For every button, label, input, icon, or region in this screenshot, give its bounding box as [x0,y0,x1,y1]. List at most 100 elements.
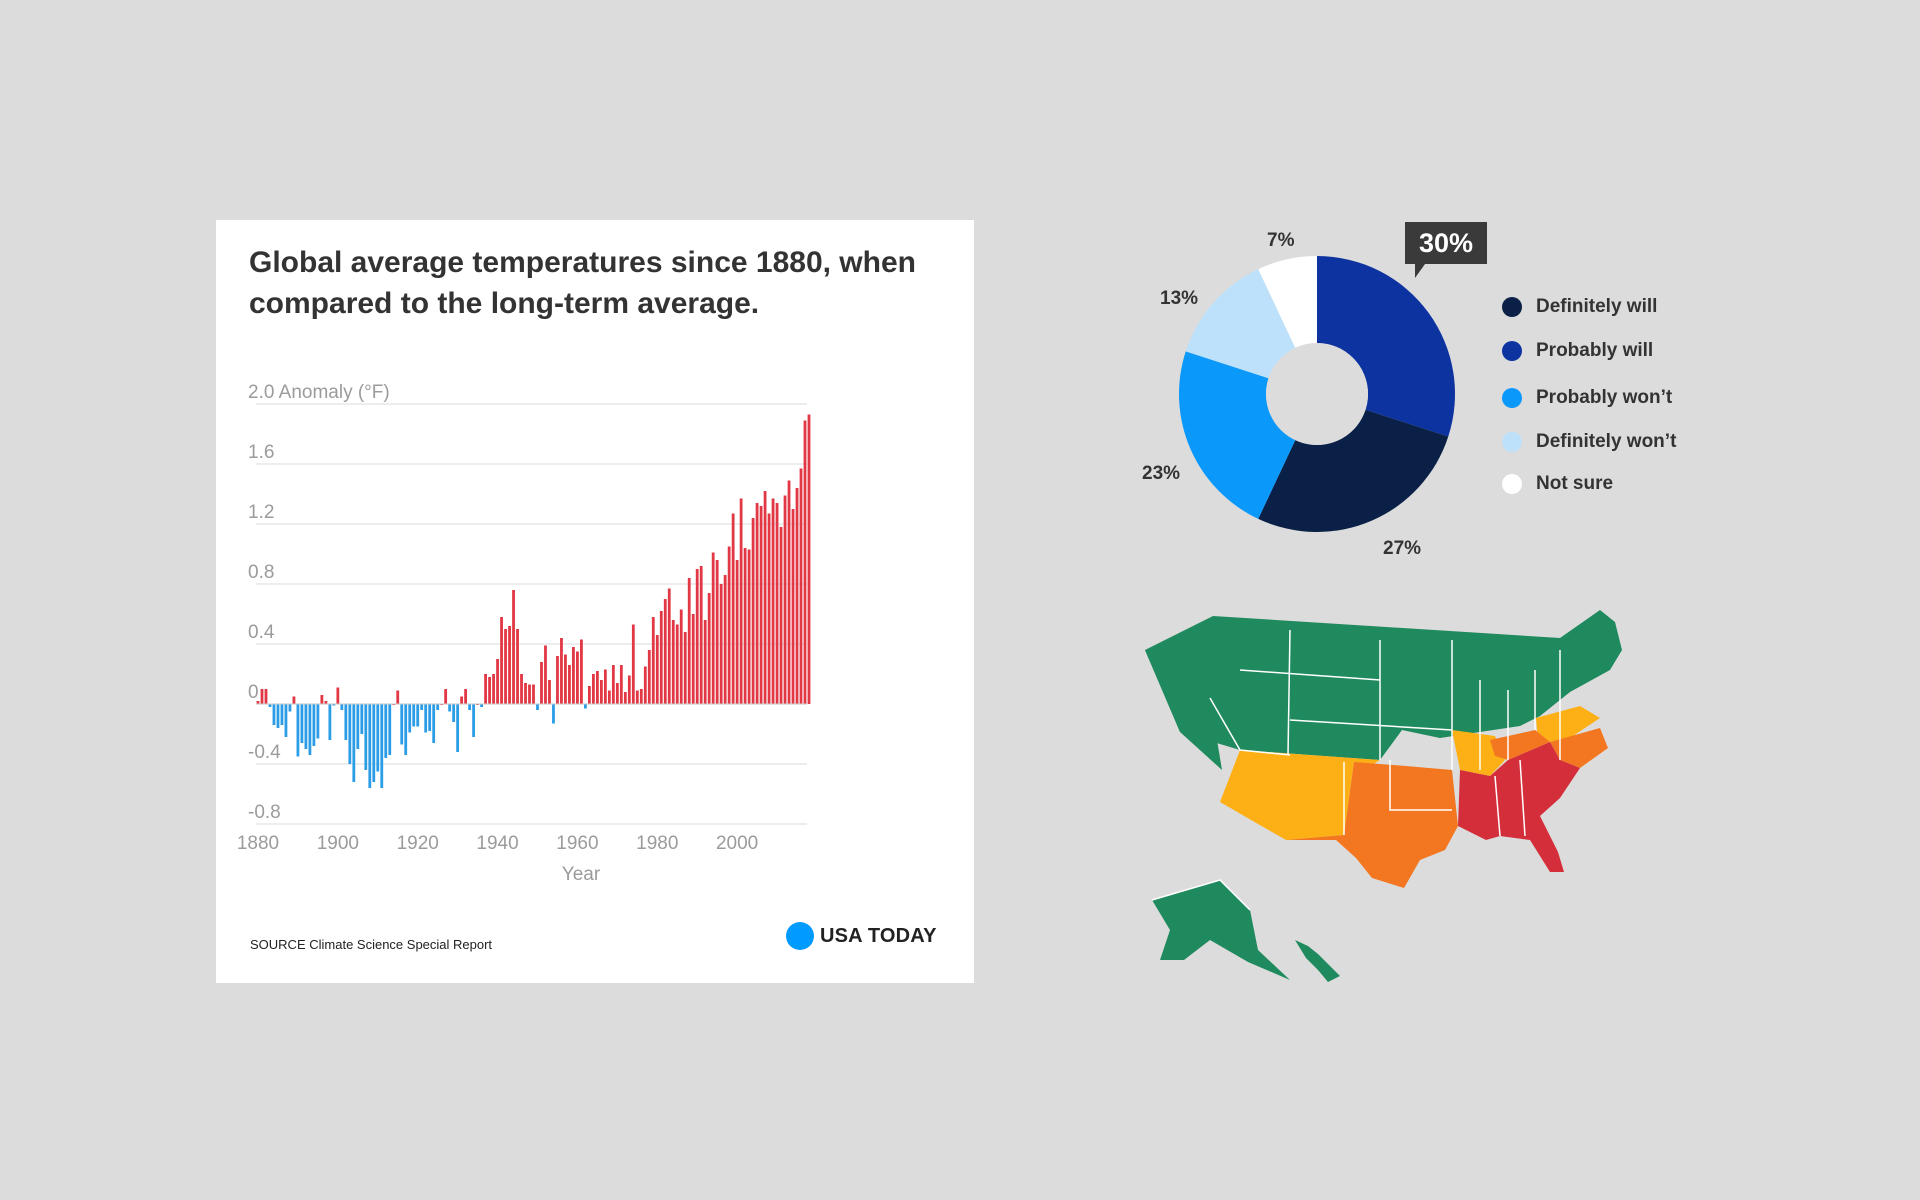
bar [599,680,603,704]
bar [280,704,284,725]
bar [348,704,352,764]
bar [651,617,655,704]
donut-slice [1185,269,1296,379]
bar [779,527,783,704]
bar [492,674,495,704]
bar [496,659,499,704]
bar [528,684,531,704]
bar [384,704,388,758]
x-tick-label: 1880 [237,833,279,854]
bar [595,671,599,704]
bar [548,680,551,704]
y-tick-label: 2.0 Anomaly (°F) [248,382,390,403]
legend-dot-icon [1502,474,1522,494]
bar [659,611,663,704]
bar [727,546,731,704]
bar [687,578,691,704]
y-tick-label: 0 [248,682,259,703]
callout-pointer [1415,264,1435,278]
bar [552,704,555,724]
bar [591,674,595,704]
bar [611,665,615,704]
bar [556,656,559,704]
bar [707,593,711,704]
bar [400,704,404,745]
temperature-chart-card: Global average temperatures since 1880, … [216,220,974,983]
bar [711,552,715,704]
bar [444,689,448,704]
bar [795,488,799,704]
bar [807,414,811,704]
bar [360,704,364,734]
bar [408,704,412,733]
bar [751,518,755,704]
bar [755,503,759,704]
bar [719,584,723,704]
legend-label: Definitely won’t [1536,431,1677,452]
legend-label: Probably won’t [1536,387,1673,408]
bar [580,639,583,704]
bar [296,704,300,757]
bar [767,513,771,704]
bar [468,704,472,710]
map-region-green-alaska [1152,880,1290,980]
us-map [1145,610,1622,982]
bar [536,704,539,710]
bar [615,683,619,704]
x-tick-label: 1920 [397,833,439,854]
legend-item: Probably will [1502,340,1762,362]
bar [771,498,775,704]
bar [679,609,683,704]
bar [675,624,679,704]
bar [276,704,280,728]
bar [264,689,268,704]
map-region-green [1145,610,1622,760]
bar [560,638,563,704]
bar [488,677,491,704]
bar [540,662,543,704]
bar [607,690,611,704]
bar [623,692,627,704]
donut-slice [1179,351,1296,519]
bar [340,704,344,710]
bar [428,704,432,731]
bar [723,575,727,704]
map-region-orange-nc [1550,728,1608,768]
legend-dot-icon [1502,388,1522,408]
bar [627,675,631,704]
bar [268,704,272,707]
bar [639,689,643,704]
bar [524,683,527,704]
bar [635,690,639,704]
legend-item: Not sure [1502,473,1762,495]
bar [396,690,400,704]
bar [699,566,703,704]
bar [336,687,340,704]
bar [412,704,416,727]
legend-label: Probably will [1536,340,1654,361]
donut-pct-label: 27% [1383,538,1422,559]
bar [376,704,380,772]
bar [655,635,659,704]
bar [671,620,675,704]
bar [516,629,519,704]
bar [500,617,503,704]
bar [364,704,368,770]
bar [460,696,464,704]
bar [464,689,468,704]
chart-title: Global average temperatures since 1880, … [249,246,916,320]
bar [783,495,787,704]
donut-slice [1258,409,1449,532]
x-tick-label: 1900 [317,833,359,854]
bar [743,548,747,704]
bar [288,704,292,712]
y-tick-label: 1.2 [248,502,274,523]
bar [284,704,288,737]
bar [368,704,372,788]
x-tick-label: 1960 [556,833,598,854]
legend-label: Not sure [1536,473,1614,494]
legend-item: Definitely will [1502,296,1762,318]
x-tick-label: 1980 [636,833,678,854]
bar [747,549,751,704]
map-region-green-hawaii [1295,940,1340,982]
